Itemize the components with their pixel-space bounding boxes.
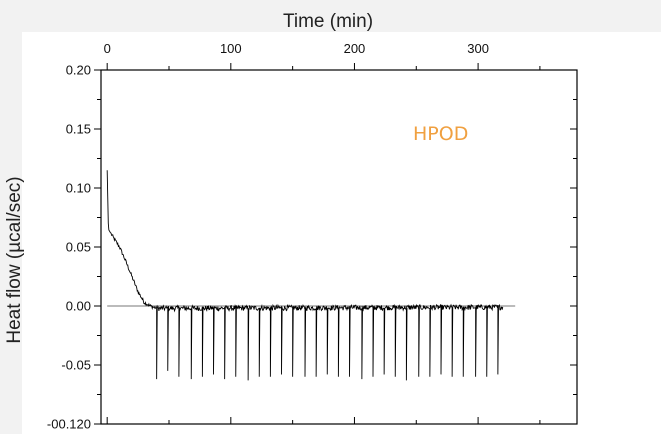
series-layer — [106, 170, 504, 381]
x-tick-label: 0 — [104, 41, 111, 56]
x-tick-label: 300 — [467, 41, 489, 56]
y-tick-label: 0.15 — [66, 122, 91, 137]
y-tick-label: 0.10 — [66, 181, 91, 196]
plot-border — [100, 69, 578, 425]
y-tick-label: 0.20 — [66, 63, 91, 78]
x-tick-label: 200 — [344, 41, 366, 56]
heat-flow-trace — [106, 170, 504, 381]
x-axis-title: Time (min) — [283, 11, 373, 32]
y-axis: 0.20 0.15 0.10 0.05 0.00 -0.05 -00.120 — [47, 63, 577, 432]
y-tick-label: -0.05 — [61, 358, 91, 373]
y-axis-title: Heat flow (µcal/sec) — [4, 176, 25, 343]
y-tick-label: 0.00 — [66, 299, 91, 314]
x-tick-label: 100 — [220, 41, 242, 56]
hpod-annotation: HPOD — [413, 123, 468, 145]
y-tick-label: 0.05 — [66, 240, 91, 255]
x-axis: 0 100 200 300 — [104, 41, 541, 424]
plot-frame — [100, 69, 578, 425]
chart-panel — [22, 32, 661, 434]
y-tick-label: -00.120 — [47, 417, 91, 432]
